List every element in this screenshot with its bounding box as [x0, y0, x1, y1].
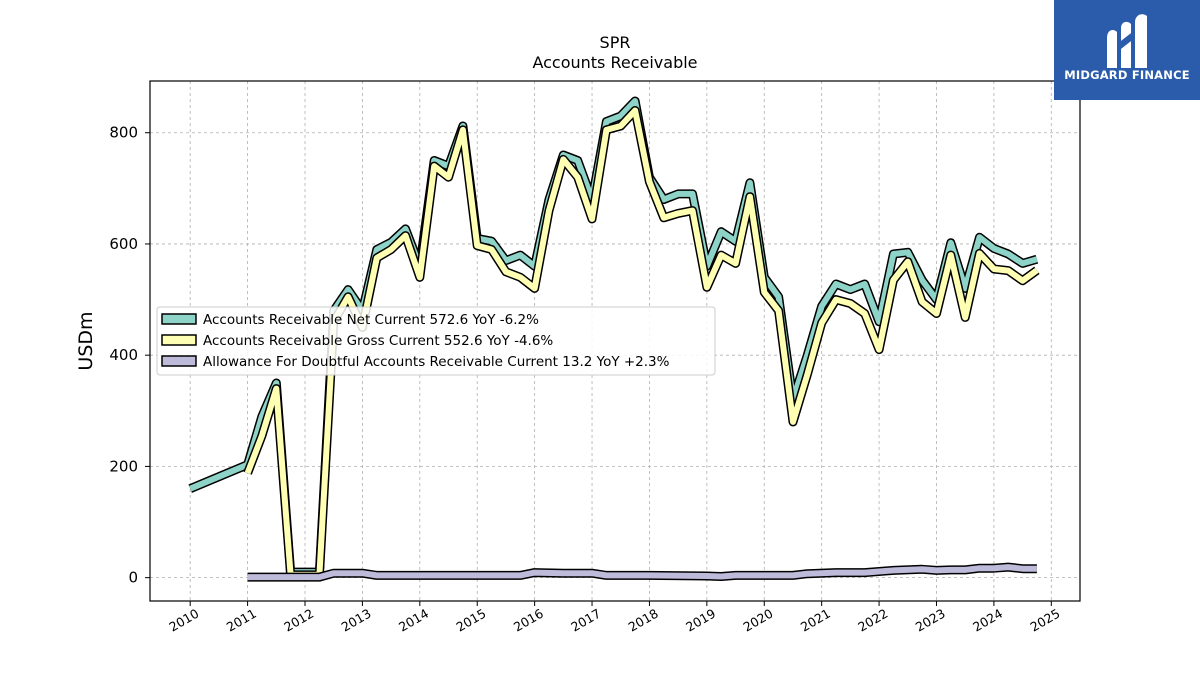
x-tick-label: 2020 — [740, 606, 775, 635]
y-tick-label: 0 — [128, 569, 138, 587]
x-tick-label: 2010 — [166, 606, 201, 635]
plot-frame — [149, 80, 1081, 602]
legend-label: Accounts Receivable Gross Current 552.6 … — [203, 333, 553, 349]
x-tick-label: 2016 — [511, 606, 546, 635]
x-tick-label: 2024 — [970, 606, 1005, 635]
x-tick-label: 2011 — [224, 606, 259, 635]
brand-name: MIDGARD FINANCE — [1064, 68, 1190, 82]
chart-subtitle: Accounts Receivable — [532, 53, 697, 72]
y-tick-label: 200 — [109, 457, 138, 475]
chart-title: SPR — [600, 33, 631, 52]
y-axis-label: USDm — [75, 311, 97, 370]
x-tick-label: 2013 — [339, 606, 374, 635]
y-tick-label: 800 — [109, 124, 138, 142]
y-tick-label: 400 — [109, 346, 138, 364]
midgard-m-logo-icon — [1107, 14, 1147, 68]
legend-label: Accounts Receivable Net Current 572.6 Yo… — [203, 312, 539, 328]
x-tick-label: 2021 — [798, 606, 833, 635]
x-tick-label: 2025 — [1028, 606, 1063, 635]
legend-swatch — [161, 313, 197, 325]
x-tick-label: 2022 — [855, 606, 890, 635]
x-tick-label: 2018 — [626, 606, 661, 635]
x-tick-label: 2017 — [568, 606, 603, 635]
legend: Accounts Receivable Net Current 572.6 Yo… — [156, 306, 716, 376]
series-2 — [247, 562, 1037, 582]
legend-label: Allowance For Doubtful Accounts Receivab… — [203, 354, 670, 370]
series-line — [247, 564, 1037, 581]
brand-logo: MIDGARD FINANCE — [1054, 0, 1200, 100]
series-1 — [243, 106, 1040, 580]
x-tick-label: 2012 — [281, 606, 316, 635]
legend-box — [156, 306, 716, 376]
legend-swatch — [161, 334, 197, 346]
x-tick-label: 2023 — [913, 606, 948, 635]
series-layer — [188, 96, 1040, 582]
legend-swatch — [161, 355, 197, 367]
x-tick-label: 2019 — [683, 606, 718, 635]
x-tick-label: 2015 — [453, 606, 488, 635]
y-tick-label: 600 — [109, 235, 138, 253]
x-tick-label: 2014 — [396, 606, 431, 635]
